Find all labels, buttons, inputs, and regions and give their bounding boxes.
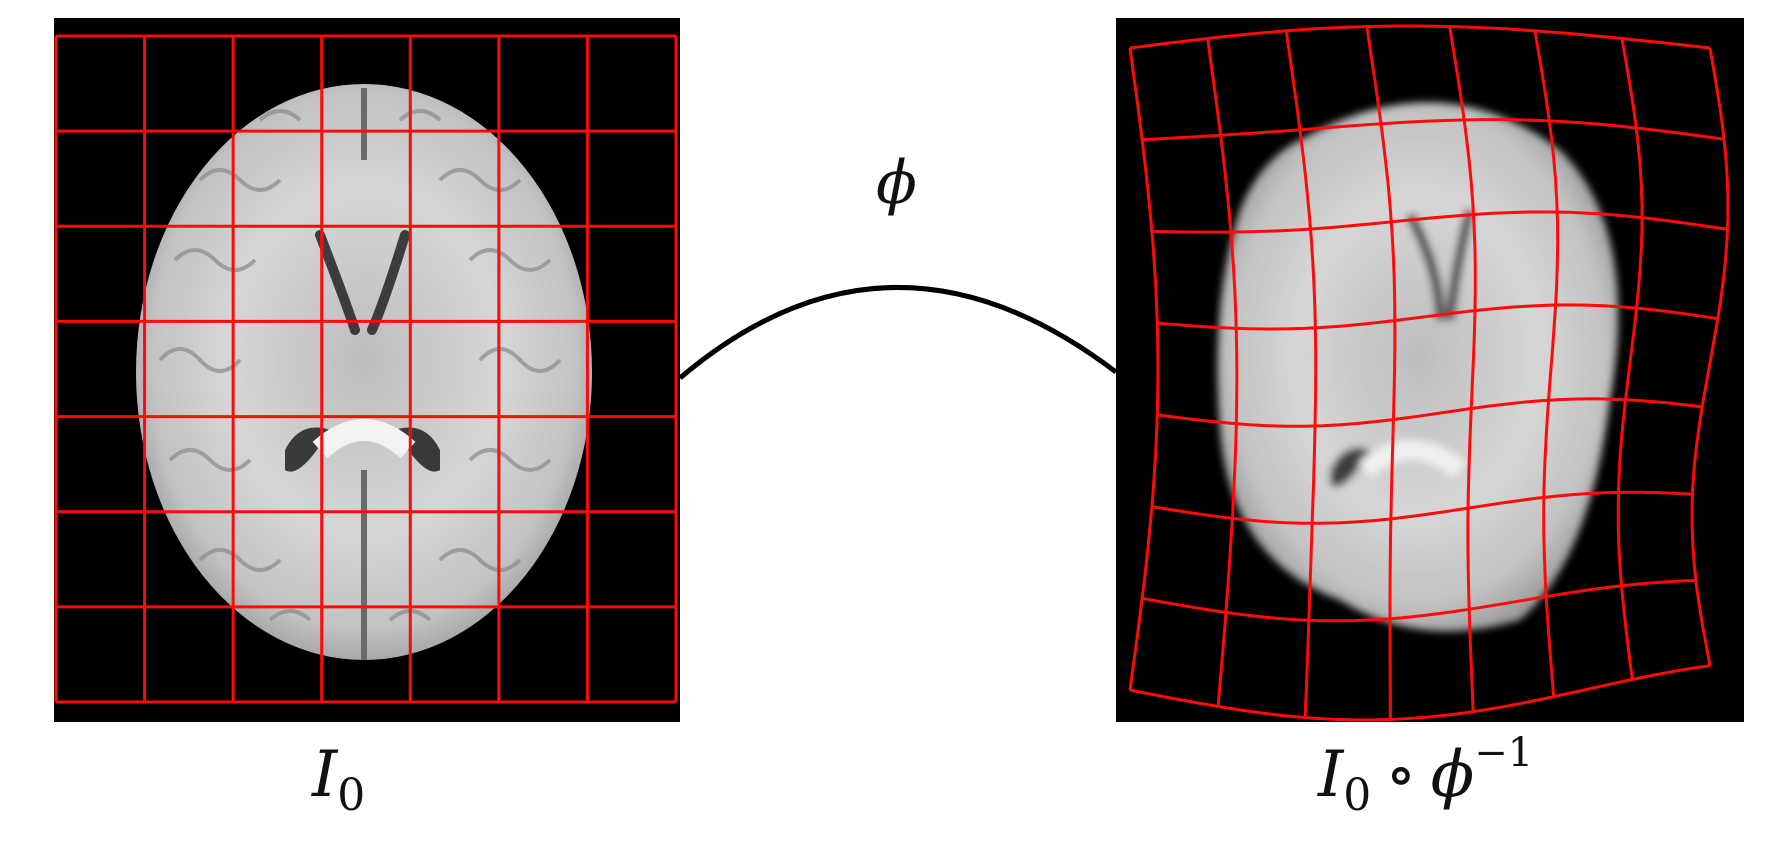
warped-grid-line-horizontal [1129, 664, 1711, 722]
warped-grid-overlay [1128, 24, 1730, 722]
warped-grid-line-horizontal [1151, 490, 1693, 525]
warped-grid-line-horizontal [1129, 24, 1711, 50]
warped-grid-line-vertical [1128, 47, 1160, 691]
transform-label: ϕ [876, 148, 917, 218]
warped-grid-line-vertical [1690, 47, 1730, 666]
warped-grid-line-vertical [1448, 26, 1477, 712]
warped-grid-line-horizontal [1151, 210, 1728, 234]
source-image-panel [54, 18, 680, 722]
warped-grid-line-vertical [1206, 38, 1239, 707]
transform-arrow [678, 285, 1118, 380]
warped-image-panel [1116, 18, 1744, 722]
warped-grid-line-horizontal [1142, 118, 1725, 142]
warped-brain-image [1217, 102, 1619, 632]
warped-grid-line-vertical [1616, 38, 1644, 680]
source-brain-image [136, 84, 592, 660]
warped-grid-line-vertical [1284, 30, 1318, 718]
warped-grid-line-vertical [1533, 30, 1560, 697]
source-label: I0 [312, 738, 366, 821]
warped-grid-line-horizontal [1141, 579, 1696, 623]
warped-grid-line-vertical [1365, 26, 1397, 720]
warped-grid-line-horizontal [1157, 303, 1719, 331]
warped-label: I0 ∘ ϕ−1 [1318, 730, 1534, 821]
source-grid-overlay [54, 34, 678, 704]
warped-grid-line-horizontal [1157, 397, 1703, 428]
